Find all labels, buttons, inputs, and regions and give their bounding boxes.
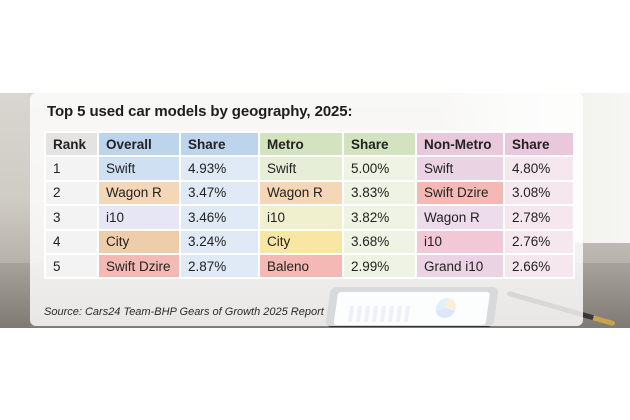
- cell-overall-model: City: [97, 228, 181, 255]
- cell-metro-share: 3.82%: [342, 204, 417, 231]
- cell-overall-share: 4.93%: [179, 155, 260, 182]
- cell-rank: 1: [44, 155, 99, 182]
- header-nonmetro: Non-Metro: [415, 130, 505, 158]
- cell-rank: 4: [44, 228, 99, 255]
- cell-nonmetro-model: Swift Dzire: [415, 179, 505, 207]
- cell-nonmetro-share: 3.08%: [503, 179, 575, 207]
- cell-overall-model: Swift: [97, 155, 181, 182]
- cell-metro-model: Wagon R: [258, 179, 344, 207]
- header-overall-share: Share: [179, 130, 260, 158]
- cell-overall-model: i10: [97, 204, 181, 231]
- cell-nonmetro-share: 2.78%: [503, 204, 575, 231]
- header-nonmetro-share: Share: [503, 130, 575, 158]
- cell-overall-share: 2.87%: [179, 252, 260, 280]
- cell-nonmetro-model: Grand i10: [415, 252, 505, 280]
- chart-title: Top 5 used car models by geography, 2025…: [47, 103, 353, 120]
- cell-overall-model: Wagon R: [97, 179, 181, 207]
- cell-metro-share: 5.00%: [342, 155, 417, 182]
- cell-metro-model: Swift: [258, 155, 344, 182]
- cell-overall-share: 3.47%: [179, 179, 260, 207]
- cell-overall-share: 3.46%: [179, 204, 260, 231]
- cell-nonmetro-model: Swift: [415, 155, 505, 182]
- header-metro-share: Share: [342, 130, 417, 158]
- cell-rank: 5: [44, 252, 99, 280]
- ranking-table: Rank Overall Share Metro Share Non-Metro…: [44, 130, 575, 280]
- cell-metro-model: City: [258, 228, 344, 255]
- cell-rank: 2: [44, 179, 99, 207]
- cell-nonmetro-share: 4.80%: [503, 155, 575, 182]
- cell-metro-model: i10: [258, 204, 344, 231]
- table-row: 5 Swift Dzire 2.87% Baleno 2.99% Grand i10 2.6…: [44, 252, 575, 280]
- header-overall: Overall: [97, 130, 181, 158]
- source-note: Source: Cars24 Team-BHP Gears of Growth …: [44, 306, 324, 318]
- header-row: Rank Overall Share Metro Share Non-Metro…: [44, 130, 575, 158]
- cell-overall-model: Swift Dzire: [97, 252, 181, 280]
- cell-nonmetro-share: 2.66%: [503, 252, 575, 280]
- table-row: 3 i10 3.46% i10 3.82% Wagon R 2.78%: [44, 204, 575, 231]
- cell-rank: 3: [44, 204, 99, 231]
- header-rank: Rank: [44, 130, 99, 158]
- table-row: 4 City 3.24% City 3.68% i10 2.76%: [44, 228, 575, 255]
- cell-metro-share: 3.68%: [342, 228, 417, 255]
- table-row: 1 Swift 4.93% Swift 5.00% Swift 4.80%: [44, 155, 575, 182]
- cell-nonmetro-model: i10: [415, 228, 505, 255]
- header-metro: Metro: [258, 130, 344, 158]
- table-row: 2 Wagon R 3.47% Wagon R 3.83% Swift Dzire 3.08…: [44, 179, 575, 207]
- cell-metro-model: Baleno: [258, 252, 344, 280]
- cell-metro-share: 3.83%: [342, 179, 417, 207]
- cell-nonmetro-share: 2.76%: [503, 228, 575, 255]
- cell-overall-share: 3.24%: [179, 228, 260, 255]
- cell-metro-share: 2.99%: [342, 252, 417, 280]
- cell-nonmetro-model: Wagon R: [415, 204, 505, 231]
